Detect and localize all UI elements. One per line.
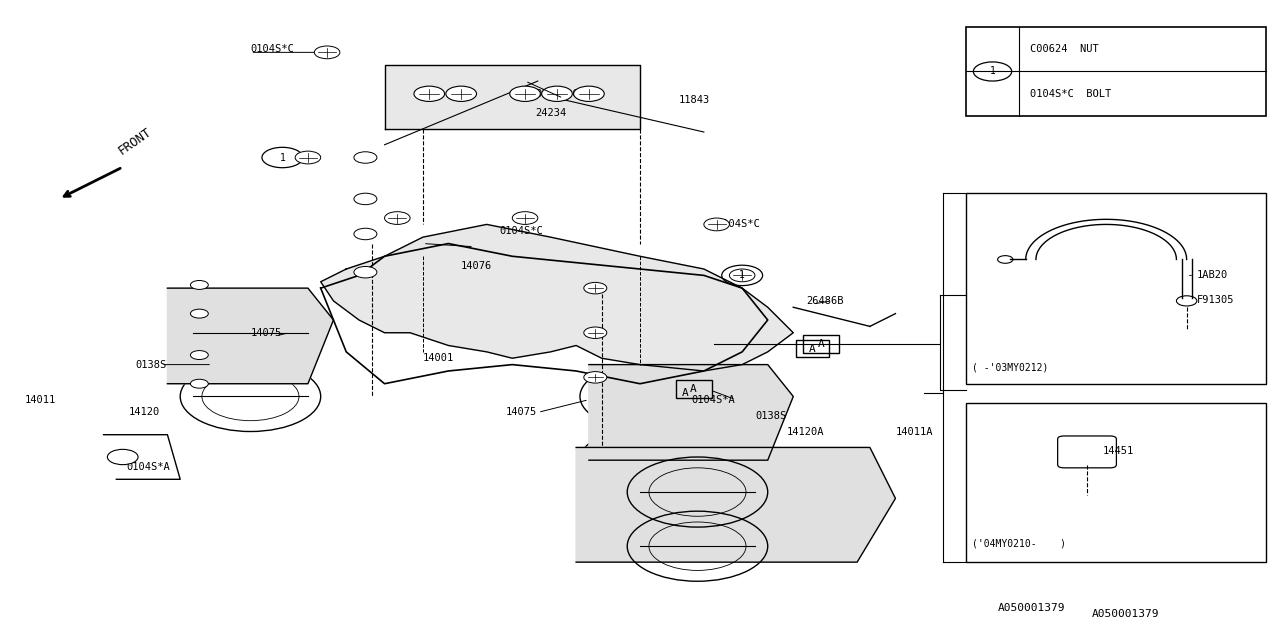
Text: A: A: [818, 339, 824, 349]
Text: 0104S*G: 0104S*G: [535, 89, 579, 99]
Text: A050001379: A050001379: [1092, 609, 1160, 620]
Text: ( -'03MY0212): ( -'03MY0212): [972, 363, 1048, 372]
Text: 14075: 14075: [506, 408, 538, 417]
Polygon shape: [384, 65, 640, 129]
Text: 0104S*C  BOLT: 0104S*C BOLT: [1029, 89, 1111, 99]
Circle shape: [191, 351, 209, 360]
Text: 0104S*A: 0104S*A: [691, 395, 735, 404]
Bar: [965, 403, 1266, 562]
Circle shape: [413, 86, 444, 101]
Circle shape: [584, 372, 607, 383]
Text: A050001379: A050001379: [997, 603, 1065, 613]
Text: FRONT: FRONT: [116, 125, 155, 157]
Polygon shape: [168, 288, 334, 384]
Circle shape: [512, 212, 538, 225]
Polygon shape: [589, 365, 794, 460]
Bar: [965, 193, 1266, 384]
Circle shape: [509, 86, 540, 101]
Text: 0104S*C: 0104S*C: [717, 220, 760, 229]
Bar: [676, 380, 712, 397]
Text: A: A: [809, 344, 815, 354]
Circle shape: [584, 327, 607, 339]
Text: 1: 1: [279, 152, 285, 163]
Text: 14451: 14451: [1102, 445, 1134, 456]
Text: ('04MY0210-    ): ('04MY0210- ): [972, 538, 1066, 548]
Polygon shape: [576, 447, 896, 562]
Text: 1: 1: [740, 270, 745, 280]
Text: 0104S*C: 0104S*C: [499, 226, 543, 236]
Circle shape: [191, 309, 209, 318]
Circle shape: [573, 86, 604, 101]
Text: 0138S: 0138S: [136, 360, 166, 370]
Text: 14076: 14076: [461, 261, 493, 271]
Text: 0104S*A: 0104S*A: [127, 461, 170, 472]
Circle shape: [353, 266, 376, 278]
Circle shape: [191, 280, 209, 289]
Circle shape: [296, 151, 321, 164]
Text: 1: 1: [989, 67, 996, 77]
Circle shape: [384, 212, 410, 225]
Bar: [965, 27, 1266, 116]
Bar: [668, 385, 701, 401]
Text: 14011A: 14011A: [896, 426, 933, 436]
Text: A: A: [681, 388, 689, 398]
Text: A: A: [690, 384, 698, 394]
Polygon shape: [321, 225, 794, 371]
Text: 1AB20: 1AB20: [1197, 270, 1228, 280]
Circle shape: [445, 86, 476, 101]
Text: 14120: 14120: [129, 408, 160, 417]
Text: 24234: 24234: [535, 108, 567, 118]
Bar: [804, 335, 840, 353]
Circle shape: [108, 449, 138, 465]
Circle shape: [730, 269, 755, 282]
Text: 26486B: 26486B: [806, 296, 844, 306]
Circle shape: [353, 228, 376, 240]
Text: 0138S: 0138S: [755, 411, 786, 420]
Circle shape: [315, 46, 340, 59]
Text: 11843: 11843: [678, 95, 709, 105]
Text: 14120A: 14120A: [787, 426, 824, 436]
Circle shape: [541, 86, 572, 101]
Text: 14011: 14011: [24, 395, 55, 404]
Text: 14001: 14001: [422, 353, 454, 364]
Bar: [796, 340, 829, 357]
Text: 0104S*C: 0104S*C: [251, 44, 294, 54]
Text: F91305: F91305: [1197, 294, 1234, 305]
Circle shape: [704, 218, 730, 231]
Text: 14075: 14075: [251, 328, 282, 338]
Circle shape: [353, 152, 376, 163]
Text: C00624  NUT: C00624 NUT: [1029, 44, 1098, 54]
Circle shape: [584, 282, 607, 294]
Circle shape: [191, 380, 209, 388]
Circle shape: [353, 193, 376, 205]
